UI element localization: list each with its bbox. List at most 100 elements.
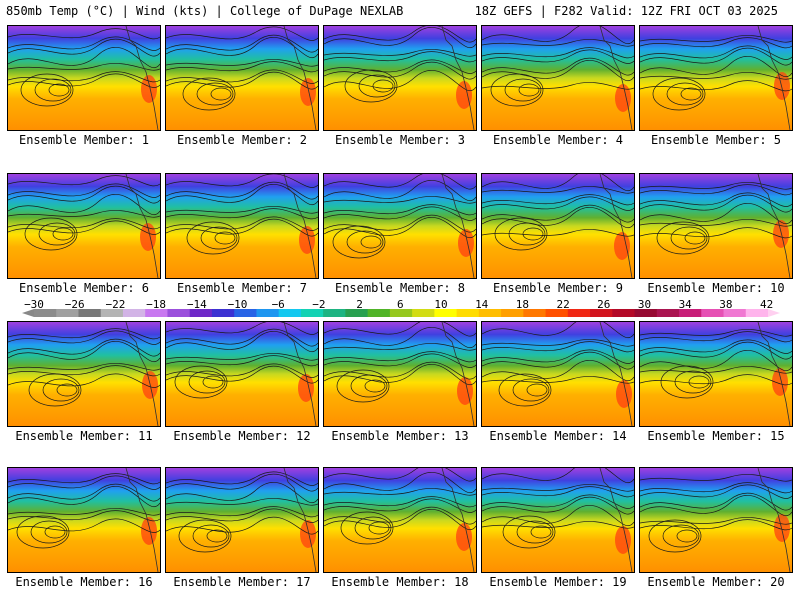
colorbar-tick: 22 [556,298,570,311]
ensemble-member-label: Ensemble Member: 18 [331,575,469,589]
ensemble-member-label: Ensemble Member: 16 [15,575,153,589]
colorbar-tick: −10 [227,298,248,311]
ensemble-member-panel: Ensemble Member: 6 [7,173,161,295]
ensemble-map [7,25,161,131]
ensemble-map [481,25,635,131]
ensemble-member-label: Ensemble Member: 11 [15,429,153,443]
colorbar-segment [745,309,768,317]
colorbar-segment [612,309,636,317]
ensemble-member-label: Ensemble Member: 15 [647,429,785,443]
colorbar-arrow-right-icon [768,309,780,317]
colorbar-segment [367,309,391,317]
ensemble-member-panel: Ensemble Member: 2 [165,25,319,147]
ensemble-map [639,467,793,573]
ensemble-member-panel: Ensemble Member: 1 [7,25,161,147]
colorbar-tick: −6 [271,298,285,311]
ensemble-member-panel: Ensemble Member: 18 [323,467,477,589]
colorbar-segment [456,309,480,317]
ensemble-member-panel: Ensemble Member: 14 [481,321,635,443]
ensemble-member-label: Ensemble Member: 4 [492,133,624,147]
colorbar-tick-labels: −30 −26 −22 −18 −14 −10 −6 −2 2 6 10 14 18 22 26 30 34 38… [0,298,800,311]
colorbar-segment [523,309,547,317]
colorbar-segment [656,309,680,317]
chart-title: 850mb Temp (°C) | Wind (kts) | College o… [6,4,404,18]
colorbar-segment [590,309,613,317]
ensemble-map [639,321,793,427]
ensemble-member-label: Ensemble Member: 20 [647,575,785,589]
colorbar-tick: 34 [678,298,692,311]
colorbar-segment [723,309,747,317]
colorbar-segment [189,309,213,317]
ensemble-member-panel: Ensemble Member: 9 [481,173,635,295]
ensemble-member-label: Ensemble Member: 12 [173,429,311,443]
ensemble-map [323,321,477,427]
colorbar-segment [167,309,191,317]
ensemble-map [7,321,161,427]
colorbar-segment [412,309,435,317]
ensemble-member-label: Ensemble Member: 7 [176,281,308,295]
colorbar-tick: 10 [434,298,448,311]
ensemble-map [323,467,477,573]
ensemble-map [481,321,635,427]
ensemble-member-panel: Ensemble Member: 12 [165,321,319,443]
ensemble-member-label: Ensemble Member: 8 [334,281,466,295]
colorbar-segment [100,309,124,317]
colorbar-tick: 2 [356,298,363,311]
colorbar-tick: 42 [759,298,774,311]
ensemble-member-panel: Ensemble Member: 10 [639,173,793,295]
ensemble-map [639,173,793,279]
ensemble-member-panel: Ensemble Member: 16 [7,467,161,589]
colorbar-segment [278,309,302,317]
colorbar-segment [300,309,324,317]
colorbar [34,309,768,317]
ensemble-member-panel: Ensemble Member: 20 [639,467,793,589]
ensemble-member-panel: Ensemble Member: 11 [7,321,161,443]
colorbar-segment [256,309,280,317]
colorbar-segment [567,309,591,317]
colorbar-segment [234,309,257,317]
colorbar-tick: 38 [719,298,733,311]
ensemble-member-panel: Ensemble Member: 8 [323,173,477,295]
colorbar-segment [545,309,569,317]
ensemble-member-label: Ensemble Member: 5 [650,133,782,147]
ensemble-map [323,25,477,131]
colorbar-segment [434,309,458,317]
ensemble-member-panel: Ensemble Member: 5 [639,25,793,147]
ensemble-map [323,173,477,279]
ensemble-member-label: Ensemble Member: 13 [331,429,469,443]
colorbar-tick: −22 [105,298,126,311]
valid-time: 18Z GEFS | F282 Valid: 12Z FRI OCT 03 20… [474,4,778,18]
ensemble-member-label: Ensemble Member: 19 [489,575,627,589]
ensemble-member-panel: Ensemble Member: 3 [323,25,477,147]
colorbar-segment [145,309,168,317]
colorbar-tick: −26 [64,298,85,311]
colorbar-tick: −30 [24,298,44,311]
colorbar-segment [501,309,524,317]
colorbar-tick: −14 [186,298,207,311]
colorbar-segment [78,309,102,317]
ensemble-member-label: Ensemble Member: 3 [334,133,466,147]
colorbar-arrow-left-icon [22,309,34,317]
ensemble-member-label: Ensemble Member: 6 [18,281,150,295]
ensemble-member-panel: Ensemble Member: 13 [323,321,477,443]
ensemble-map [639,25,793,131]
colorbar-segment [389,309,413,317]
colorbar-tick: −2 [312,298,326,311]
ensemble-member-panel: Ensemble Member: 4 [481,25,635,147]
ensemble-member-panel: Ensemble Member: 15 [639,321,793,443]
colorbar-segment [323,309,346,317]
ensemble-map [7,467,161,573]
colorbar-segment [679,309,702,317]
ensemble-member-label: Ensemble Member: 17 [173,575,311,589]
ensemble-member-panel: Ensemble Member: 19 [481,467,635,589]
ensemble-map [165,25,319,131]
colorbar-tick: 30 [637,298,652,311]
ensemble-member-label: Ensemble Member: 14 [489,429,627,443]
ensemble-map [481,173,635,279]
colorbar-tick: 6 [396,298,404,311]
colorbar-tick: 18 [515,298,530,311]
colorbar-tick: −18 [146,298,167,311]
ensemble-member-label: Ensemble Member: 9 [492,281,624,295]
colorbar-segment [701,309,725,317]
colorbar-tick: 26 [597,298,611,311]
